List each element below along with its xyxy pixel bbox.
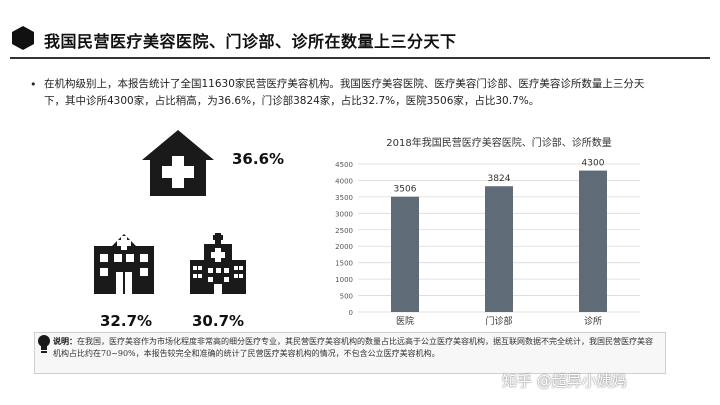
x-tick-label: 医院 [396,315,414,327]
bar-value-label: 3506 [394,185,417,195]
page-title: 我国民营医疗美容医院、门诊部、诊所在数量上三分天下 [44,32,457,51]
y-tick-label: 1500 [335,260,353,268]
note-text: 说明：在我国，医疗美容作为市场化程度非常高的细分医疗专业，其民营医疗美容机构的数… [53,336,658,359]
note-box: 说明：在我国，医疗美容作为市场化程度非常高的细分医疗专业，其民营医疗美容机构的数… [34,332,666,374]
bar-chart: 2018年我国民营医疗美容医院、门诊部、诊所数量 0 500 1000 1500 2000… [335,136,640,327]
bar [485,186,513,312]
note-label: 说明： [53,336,77,346]
y-tick-label: 4500 [335,161,353,169]
note-body: 在我国，医疗美容作为市场化程度非常高的细分医疗专业，其民营医疗美容机构的数量占比… [53,337,653,358]
chart-title: 2018年我国民营医疗美容医院、门诊部、诊所数量 [386,136,611,149]
x-tick-label: 诊所 [584,315,602,327]
bar [579,170,607,312]
y-tick-label: 500 [340,293,353,301]
y-tick-label: 3000 [335,210,353,218]
hospital-building-icon [190,233,246,294]
hexagon-icon [12,26,34,50]
outpatient-building-icon [94,234,154,294]
page-header: 我国民营医疗美容医院、门诊部、诊所在数量上三分天下 [0,22,720,62]
y-tick-label: 0 [349,309,353,317]
header-divider [10,57,710,59]
y-tick-label: 2000 [335,243,353,251]
summary-bullet: • 在机构级别上，本报告统计了全国11630家民营医疗美容机构。我国医疗美容医院… [30,76,664,110]
lightbulb-icon [38,335,50,353]
clinic-percent: 36.6% [232,150,285,168]
y-tick-label: 4000 [335,177,353,185]
x-tick-label: 门诊部 [485,315,512,327]
hospital-percent: 30.7% [192,312,245,330]
bar [391,196,419,312]
outpatient-percent: 32.7% [100,312,153,330]
bullet-dot: • [30,78,37,91]
watermark: 知乎 @超异小姨妈 [502,372,627,390]
y-tick-label: 2500 [335,227,353,235]
y-tick-label: 1000 [335,276,353,284]
clinic-house-icon [142,130,214,196]
summary-text: 在机构级别上，本报告统计了全国11630家民营医疗美容机构。我国医疗美容医院、医… [44,78,645,107]
y-tick-label: 3500 [335,194,353,202]
bar-value-label: 4300 [582,159,605,169]
bar-value-label: 3824 [488,174,511,184]
